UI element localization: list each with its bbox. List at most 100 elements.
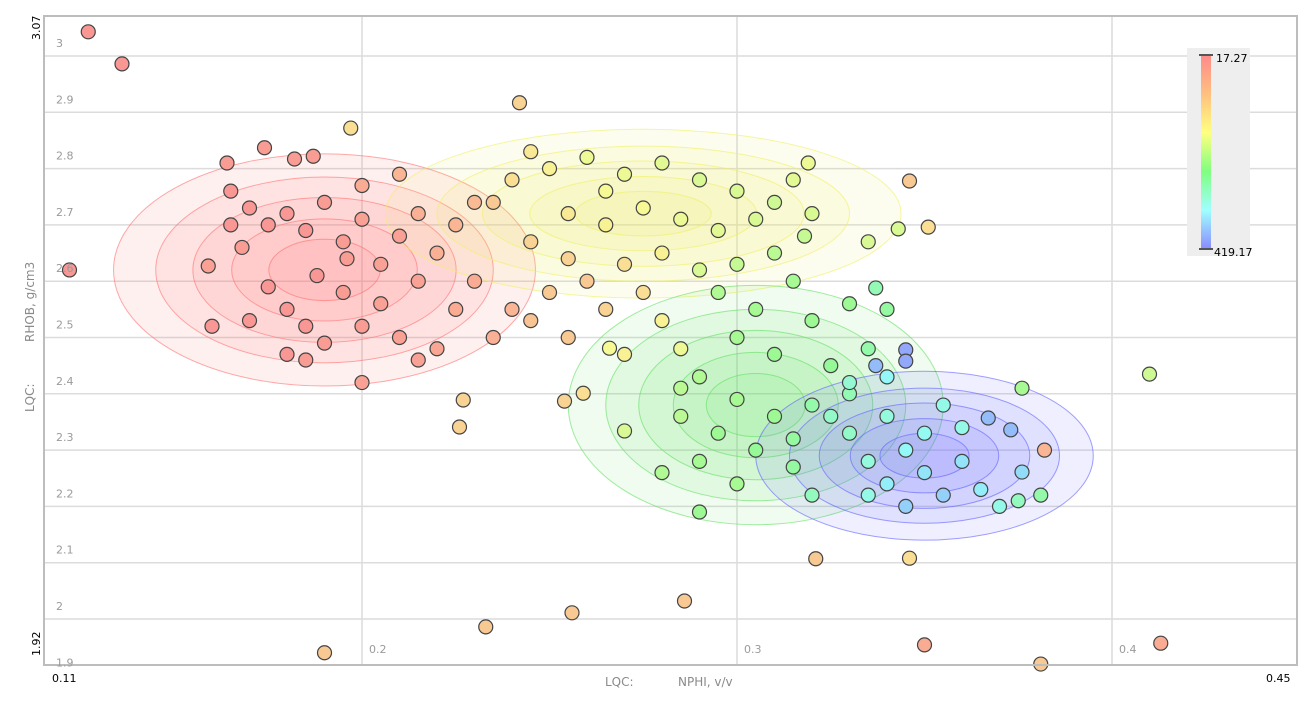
colorbar-background — [1187, 48, 1250, 256]
data-point — [279, 301, 295, 317]
data-point — [920, 219, 936, 235]
data-point — [429, 341, 445, 357]
data-point — [523, 144, 539, 160]
data-point — [448, 301, 464, 317]
data-point — [523, 313, 539, 329]
data-point — [729, 329, 745, 346]
data-point — [868, 358, 884, 374]
data-point — [748, 301, 764, 317]
data-point — [466, 194, 483, 210]
data-point — [901, 173, 918, 189]
data-point — [729, 183, 745, 199]
data-point — [560, 206, 576, 222]
y-tick-label: 2.6 — [56, 262, 74, 275]
data-point — [316, 645, 333, 661]
data-point — [710, 425, 726, 441]
data-point — [1036, 442, 1053, 458]
x-axis-prefix: LQC: — [605, 675, 634, 689]
data-point — [541, 161, 558, 177]
data-point — [673, 211, 689, 227]
data-point — [673, 408, 689, 424]
data-point — [219, 155, 235, 171]
data-point — [410, 273, 426, 289]
data-point — [898, 442, 914, 458]
density-contour — [849, 418, 1000, 494]
data-point — [260, 217, 276, 233]
data-point — [80, 24, 96, 40]
data-point — [61, 262, 78, 278]
data-point — [860, 487, 876, 503]
data-point — [616, 166, 633, 182]
data-point — [954, 453, 970, 469]
data-point — [616, 423, 633, 439]
data-point — [676, 593, 693, 609]
data-point — [373, 256, 389, 272]
data-point — [410, 352, 426, 368]
y-max-label: 3.07 — [30, 16, 43, 41]
y-tick-label: 2 — [56, 600, 63, 613]
data-point — [478, 619, 494, 635]
data-point — [901, 550, 918, 566]
data-point — [391, 329, 408, 346]
data-point — [954, 419, 970, 436]
y-tick-label: 3 — [56, 37, 63, 50]
data-point — [841, 425, 858, 441]
data-point — [373, 296, 389, 312]
data-point — [279, 346, 295, 362]
data-point — [448, 217, 464, 233]
colorbar-min-label: 419.17 — [1214, 246, 1253, 259]
data-point — [804, 206, 820, 222]
data-points — [61, 24, 1169, 672]
data-point — [298, 352, 314, 368]
data-point — [691, 453, 708, 469]
data-point — [916, 425, 933, 441]
data-point — [241, 313, 258, 329]
density-contour — [155, 176, 494, 364]
data-point — [804, 487, 820, 503]
data-point — [579, 273, 595, 289]
data-point — [560, 251, 576, 267]
data-point — [654, 465, 670, 481]
y-axis-label: RHOB, g/cm3 — [23, 262, 37, 342]
data-point — [616, 256, 633, 272]
data-point — [691, 369, 708, 385]
y-tick-label: 2.5 — [56, 319, 74, 332]
data-point — [560, 329, 576, 346]
data-point — [635, 200, 651, 216]
data-point — [635, 284, 651, 301]
data-point — [223, 217, 239, 233]
data-point — [785, 459, 801, 475]
data-point — [654, 313, 670, 329]
data-point — [504, 172, 520, 188]
y-tick-label: 2.9 — [56, 93, 74, 106]
data-point — [234, 239, 250, 256]
data-point — [729, 391, 745, 408]
y-tick-label: 2.4 — [56, 375, 74, 388]
data-point — [354, 374, 370, 391]
y-tick-label: 2.2 — [56, 487, 74, 500]
data-point — [298, 318, 314, 334]
data-point — [691, 262, 708, 278]
data-point — [748, 211, 764, 227]
data-point — [804, 397, 820, 413]
data-point — [860, 234, 876, 250]
data-point — [654, 245, 670, 261]
data-point — [579, 149, 595, 165]
y-tick-label: 2.1 — [56, 544, 74, 557]
data-point — [890, 221, 906, 237]
data-point — [339, 251, 355, 267]
data-point — [785, 431, 801, 447]
data-point — [260, 279, 276, 295]
colorbar-gradient — [1201, 55, 1211, 249]
data-point — [1014, 380, 1030, 396]
data-point — [860, 453, 876, 469]
data-point — [114, 56, 130, 72]
data-point — [279, 206, 295, 222]
data-point — [935, 397, 951, 413]
data-point — [564, 605, 580, 621]
tick-labels: 1.9 2 2.1 2.2 2.3 2.4 2.5 2.6 2.7 2.8 2.9 3 0.2 0.3 0.… — [56, 37, 1137, 669]
data-point — [504, 301, 520, 317]
data-point — [391, 228, 408, 244]
y-tick-label: 2.7 — [56, 206, 74, 219]
